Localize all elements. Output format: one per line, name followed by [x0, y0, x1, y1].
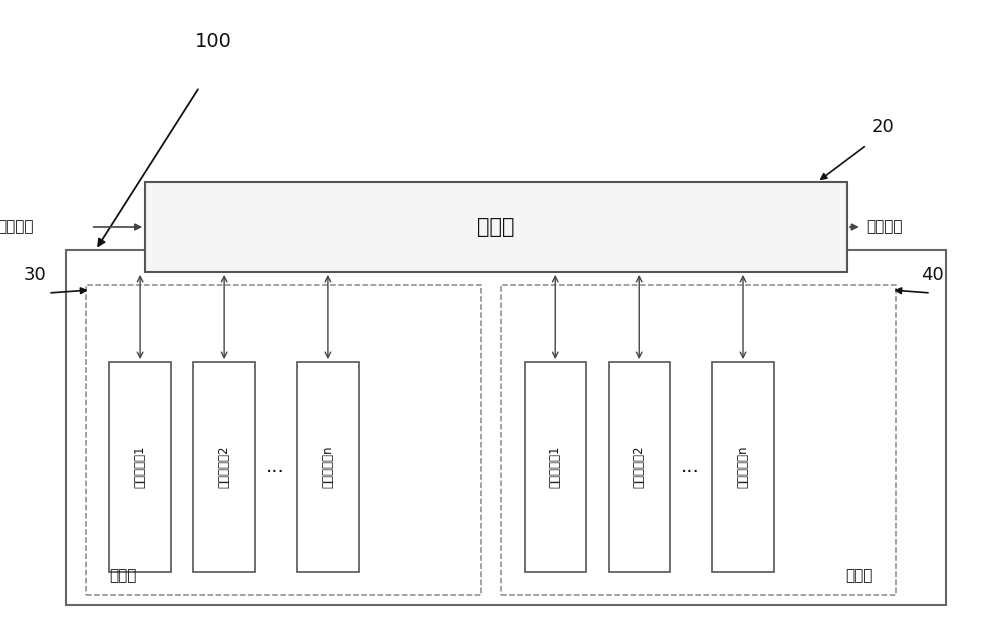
Bar	[712, 362, 774, 572]
Text: 服务请求: 服务请求	[0, 219, 33, 234]
Text: ...: ...	[266, 458, 285, 477]
Text: 异构执行䤃1: 异构执行䤃1	[134, 446, 147, 488]
Text: 异构执行体n: 异构执行体n	[321, 446, 334, 488]
Text: 100: 100	[194, 32, 231, 51]
Bar	[66, 250, 946, 605]
Text: 异构执行䤃2: 异构执行䤃2	[633, 446, 646, 488]
Bar	[109, 362, 171, 572]
Text: 服务响应: 服务响应	[867, 219, 903, 234]
Bar	[501, 285, 896, 595]
Bar	[609, 362, 670, 572]
Text: 异构执行䤃2: 异构执行䤃2	[218, 446, 231, 488]
Bar	[297, 362, 359, 572]
Text: 备选池: 备选池	[845, 568, 872, 583]
Bar	[193, 362, 255, 572]
Text: 20: 20	[872, 118, 894, 136]
Text: ...: ...	[681, 458, 700, 477]
Text: 30: 30	[23, 266, 46, 284]
Text: 异构执行体n: 异构执行体n	[737, 446, 750, 488]
Bar	[525, 362, 586, 572]
Text: 异构执行䤃1: 异构执行䤃1	[549, 446, 562, 488]
Text: 调度器: 调度器	[477, 217, 515, 237]
Bar	[86, 285, 481, 595]
Text: 40: 40	[921, 266, 944, 284]
Text: 工作池: 工作池	[110, 568, 137, 583]
Bar	[145, 182, 847, 272]
